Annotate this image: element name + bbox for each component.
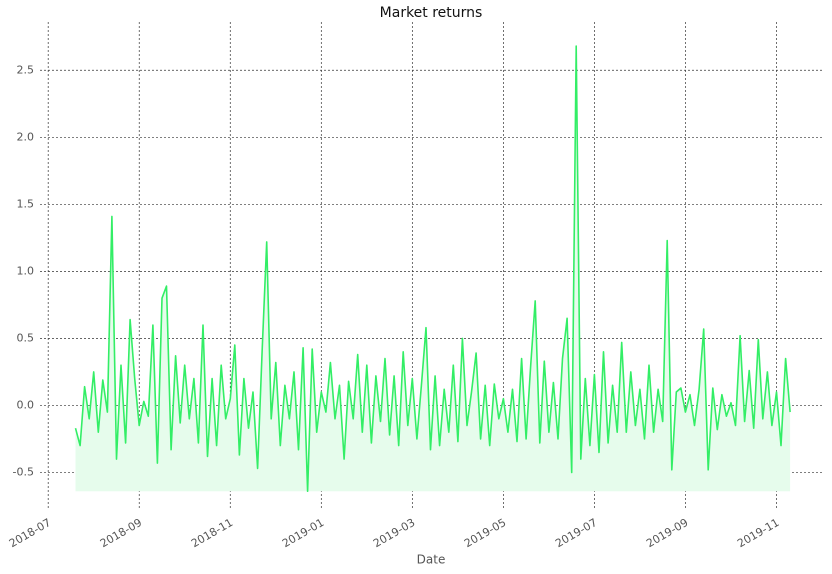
x-axis-label: Date bbox=[417, 553, 446, 567]
x-tick-label: 2019-09 bbox=[644, 516, 690, 550]
x-tick-label: 2019-11 bbox=[735, 516, 781, 550]
x-tick-label: 2018-11 bbox=[189, 516, 235, 550]
x-tick-label: 2019-05 bbox=[462, 516, 508, 550]
y-tick-label: 0.0 bbox=[17, 398, 35, 411]
y-tick-label: 1.5 bbox=[17, 197, 35, 210]
x-tick-label: 2018-09 bbox=[98, 516, 144, 550]
y-tick-label: 1.0 bbox=[17, 264, 35, 277]
y-tick-label: 0.5 bbox=[17, 331, 35, 344]
x-tick-label: 2019-01 bbox=[280, 516, 326, 550]
line bbox=[74, 45, 791, 492]
chart-title: Market returns bbox=[380, 5, 483, 21]
x-tick-label: 2018-07 bbox=[7, 516, 53, 550]
y-tick-label: -0.5 bbox=[13, 465, 34, 478]
x-tick-label: 2019-03 bbox=[371, 516, 417, 550]
y-tick-label: 2.5 bbox=[17, 63, 35, 76]
y-tick-label: 2.0 bbox=[17, 130, 35, 143]
area bbox=[75, 46, 791, 492]
x-tick-label: 2019-07 bbox=[553, 516, 599, 550]
